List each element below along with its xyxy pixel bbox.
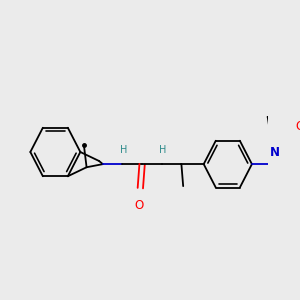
- Text: H: H: [159, 145, 166, 155]
- Text: H: H: [120, 145, 127, 155]
- Text: O: O: [134, 199, 143, 212]
- Text: O: O: [295, 120, 300, 133]
- Text: N: N: [270, 146, 280, 159]
